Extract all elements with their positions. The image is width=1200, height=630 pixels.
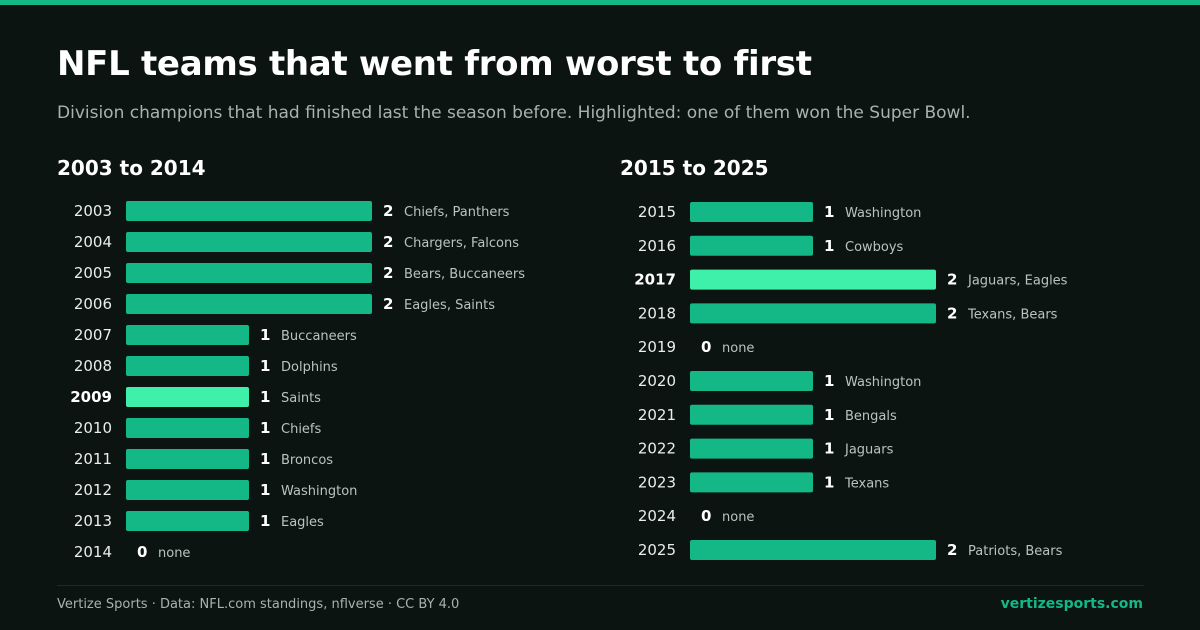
page-subtitle: Division champions that had finished las…: [57, 103, 971, 123]
footer-source: Vertize Sports · Data: NFL.com standings…: [57, 597, 460, 612]
year-label: 2003: [74, 202, 112, 220]
year-label: 2004: [74, 233, 112, 251]
count-label: 1: [824, 473, 834, 491]
bar: [126, 449, 249, 469]
teams-label: Jaguars: [844, 443, 894, 458]
bar: [690, 404, 813, 425]
bar: [690, 202, 813, 222]
year-label: 2025: [638, 541, 676, 559]
year-label: 2008: [74, 357, 112, 375]
year-label: 2017: [634, 271, 676, 289]
teams-label: Washington: [845, 375, 921, 390]
bar: [126, 201, 372, 221]
count-label: 1: [824, 440, 834, 458]
teams-label: Washington: [281, 484, 357, 499]
count-label: 2: [947, 271, 957, 289]
teams-label: Dolphins: [281, 360, 338, 375]
footer-site-link[interactable]: vertizesports.com: [1000, 596, 1143, 612]
panel-title-left: 2003 to 2014: [57, 156, 206, 180]
bar: [126, 325, 249, 345]
teams-label: none: [722, 341, 754, 356]
count-label: 1: [824, 237, 834, 255]
bar: [690, 540, 936, 560]
count-label: 1: [260, 450, 270, 468]
teams-label: Eagles, Saints: [404, 298, 495, 313]
count-label: 2: [947, 304, 957, 322]
count-label: 1: [824, 372, 834, 390]
count-label: 1: [260, 481, 270, 499]
teams-label: Patriots, Bears: [968, 544, 1063, 559]
teams-label: Eagles: [281, 515, 324, 530]
year-label: 2013: [74, 512, 112, 530]
teams-label: Chargers, Falcons: [404, 236, 519, 251]
bar: [126, 480, 249, 500]
year-label: 2007: [74, 326, 112, 344]
year-label: 2021: [638, 406, 676, 424]
teams-label: Chiefs: [281, 422, 322, 437]
teams-label: Cowboys: [845, 240, 904, 255]
count-label: 0: [701, 507, 711, 525]
count-label: 0: [137, 543, 147, 561]
bar: [126, 387, 249, 407]
count-label: 1: [260, 388, 270, 406]
count-label: 2: [947, 541, 957, 559]
teams-label: Buccaneers: [281, 329, 357, 344]
count-label: 2: [383, 295, 393, 313]
count-label: 1: [824, 203, 834, 221]
year-label: 2006: [74, 295, 112, 313]
teams-label: Bears, Buccaneers: [404, 267, 525, 282]
bar: [690, 438, 813, 459]
bar: [690, 371, 813, 391]
year-label: 2023: [638, 473, 676, 491]
footer-divider: [57, 585, 1144, 586]
year-label: 2010: [74, 419, 112, 437]
year-label: 2024: [638, 507, 676, 525]
count-label: 0: [701, 338, 711, 356]
count-label: 2: [383, 264, 393, 282]
teams-label: Saints: [281, 391, 321, 406]
bar: [690, 303, 936, 324]
count-label: 1: [260, 357, 270, 375]
year-label: 2005: [74, 264, 112, 282]
year-label: 2012: [74, 481, 112, 499]
panel-title-right: 2015 to 2025: [620, 156, 769, 180]
count-label: 1: [260, 512, 270, 530]
year-label: 2019: [638, 338, 676, 356]
teams-label: none: [722, 510, 754, 525]
year-label: 2020: [638, 372, 676, 390]
year-label: 2009: [70, 388, 112, 406]
bar: [126, 511, 249, 531]
year-label: 2015: [638, 203, 676, 221]
bar: [690, 472, 813, 493]
teams-label: Bengals: [845, 409, 897, 424]
count-label: 1: [824, 406, 834, 424]
bar: [126, 294, 372, 314]
count-label: 2: [383, 202, 393, 220]
bar: [126, 356, 249, 376]
count-label: 1: [260, 326, 270, 344]
count-label: 1: [260, 419, 270, 437]
teams-label: Texans, Bears: [967, 307, 1058, 322]
year-label: 2011: [74, 450, 112, 468]
bar: [126, 418, 249, 438]
bar: [126, 263, 372, 283]
count-label: 2: [383, 233, 393, 251]
teams-label: none: [158, 546, 190, 561]
top-accent-bar: [0, 0, 1200, 5]
bar: [690, 235, 813, 256]
year-label: 2016: [638, 237, 676, 255]
bar: [126, 232, 372, 252]
bar: [690, 269, 936, 290]
year-label: 2022: [638, 440, 676, 458]
year-label: 2018: [638, 304, 676, 322]
teams-label: Chiefs, Panthers: [404, 205, 510, 220]
year-label: 2014: [74, 543, 112, 561]
teams-label: Texans: [844, 476, 889, 491]
teams-label: Washington: [845, 206, 921, 221]
page-title: NFL teams that went from worst to first: [57, 44, 812, 84]
teams-label: Broncos: [281, 453, 333, 468]
teams-label: Jaguars, Eagles: [967, 274, 1068, 289]
